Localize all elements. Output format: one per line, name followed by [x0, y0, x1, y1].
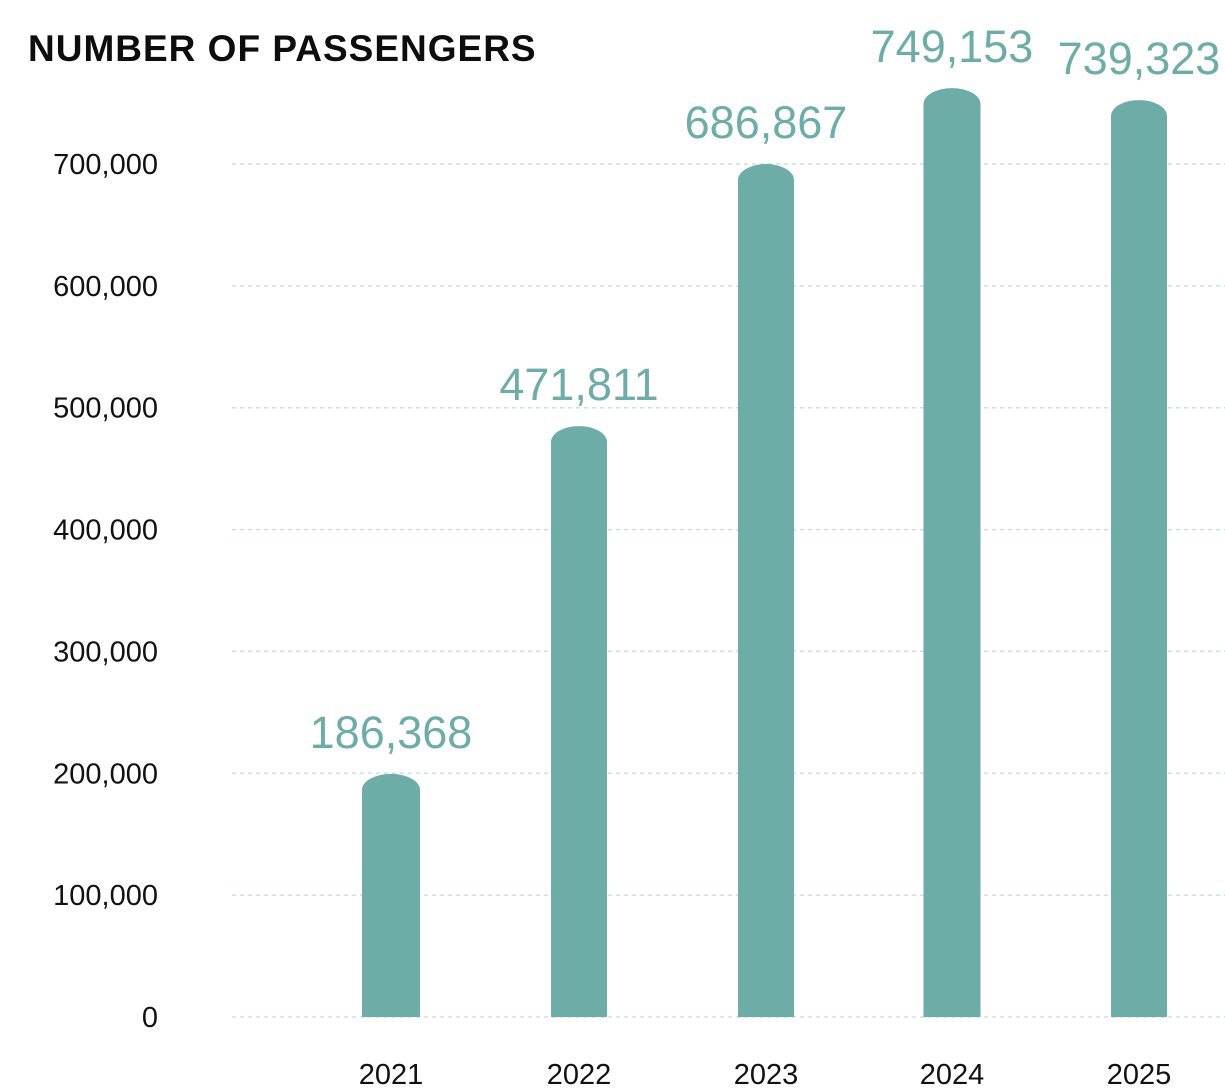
y-tick-label: 600,000	[53, 271, 158, 303]
data-label-2023: 686,867	[685, 97, 848, 148]
data-labels: 186,368 471,811 686,867 749,153 739,323	[310, 21, 1221, 758]
x-tick-label: 2022	[547, 1059, 612, 1089]
bar-2025	[1111, 100, 1167, 1018]
x-axis-ticks: 2021 2022 2023 2024 2025	[359, 1059, 1172, 1089]
y-tick-label: 400,000	[53, 515, 158, 547]
y-axis-ticks: 0 100,000 200,000 300,000 400,000 500,000 600,…	[53, 149, 158, 1034]
y-tick-label: 200,000	[53, 758, 158, 790]
bars	[362, 88, 1167, 1018]
x-tick-label: 2023	[734, 1059, 799, 1089]
data-label-2022: 471,811	[499, 359, 658, 410]
bar-2022	[551, 426, 607, 1018]
y-tick-label: 300,000	[53, 636, 158, 668]
data-label-2024: 749,153	[871, 21, 1034, 72]
data-label-2021: 186,368	[310, 707, 473, 758]
x-tick-label: 2024	[920, 1059, 985, 1089]
chart-title: NUMBER OF PASSENGERS	[28, 28, 537, 69]
data-label-2025: 739,323	[1058, 33, 1221, 84]
x-tick-label: 2021	[359, 1059, 424, 1089]
bar-2021	[362, 773, 420, 1017]
y-tick-label: 0	[142, 1002, 158, 1034]
grid-lines	[232, 163, 1225, 1018]
y-tick-label: 700,000	[53, 149, 158, 181]
y-tick-label: 500,000	[53, 393, 158, 425]
x-tick-label: 2025	[1107, 1059, 1172, 1089]
y-tick-label: 100,000	[53, 880, 158, 912]
bar-2024	[923, 88, 981, 1017]
bar-2023	[738, 164, 794, 1018]
